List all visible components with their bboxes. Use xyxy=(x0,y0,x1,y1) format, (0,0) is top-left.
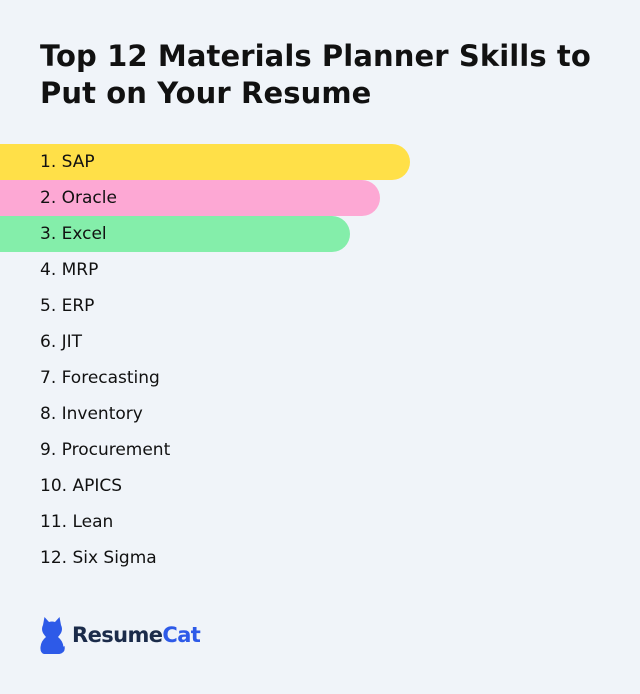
skill-item: 2. Oracle xyxy=(0,180,640,216)
skill-item: 4. MRP xyxy=(0,252,640,288)
cat-icon xyxy=(40,617,65,654)
skill-item: 8. Inventory xyxy=(0,396,640,432)
skill-highlight-bar xyxy=(0,180,380,216)
logo-text-cat: Cat xyxy=(162,623,201,647)
skill-item: 5. ERP xyxy=(0,288,640,324)
skill-item: 3. Excel xyxy=(0,216,640,252)
skill-label: 12. Six Sigma xyxy=(40,548,157,568)
skill-item: 9. Procurement xyxy=(0,432,640,468)
resumecat-logo: ResumeCat xyxy=(39,615,201,655)
page-title: Top 12 Materials Planner Skills to Put o… xyxy=(40,39,591,110)
skills-list: 1. SAP 2. Oracle 3. Excel 4. MRP 5. ERP 6. JI… xyxy=(0,144,640,576)
logo-wordmark: ResumeCat xyxy=(72,623,201,647)
skill-item: 1. SAP xyxy=(0,144,640,180)
skill-label: 9. Procurement xyxy=(40,440,171,460)
skill-label: 5. ERP xyxy=(40,296,95,316)
skill-label: 3. Excel xyxy=(40,224,107,244)
skill-item: 7. Forecasting xyxy=(0,360,640,396)
skill-item: 12. Six Sigma xyxy=(0,540,640,576)
skill-label: 4. MRP xyxy=(40,260,99,280)
skill-highlight-bar xyxy=(0,144,410,180)
skill-item: 10. APICS xyxy=(0,468,640,504)
skill-label: 10. APICS xyxy=(40,476,122,496)
skill-label: 11. Lean xyxy=(40,512,114,532)
skill-highlight-bar xyxy=(0,216,350,252)
skill-label: 1. SAP xyxy=(40,152,95,172)
skill-label: 2. Oracle xyxy=(40,188,117,208)
skill-label: 6. JIT xyxy=(40,332,83,352)
logo-text-resume: Resume xyxy=(72,623,163,647)
skill-item: 6. JIT xyxy=(0,324,640,360)
skill-label: 8. Inventory xyxy=(40,404,143,424)
skill-item: 11. Lean xyxy=(0,504,640,540)
skill-label: 7. Forecasting xyxy=(40,368,160,388)
